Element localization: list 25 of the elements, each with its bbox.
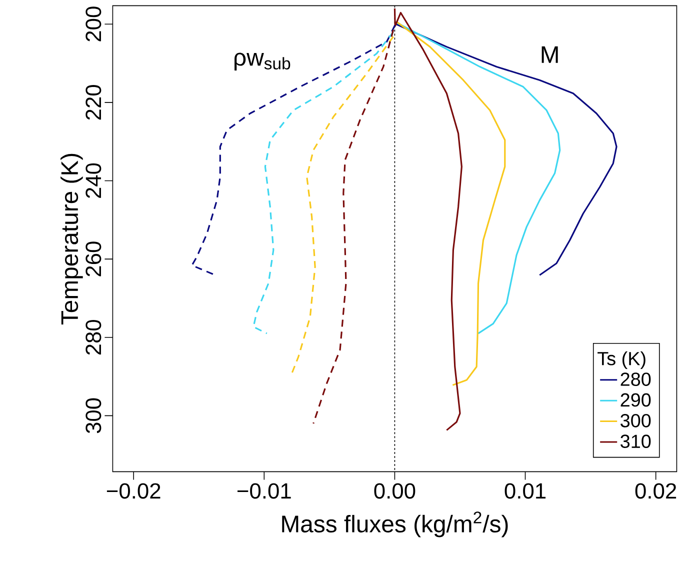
x-tick-label: −0.01 <box>238 483 291 499</box>
legend-title: Ts (K) <box>598 351 646 370</box>
line-series <box>312 29 394 424</box>
line-series <box>394 8 462 431</box>
x-tick-label: 0.00 <box>374 483 416 499</box>
annotation: M <box>542 46 558 63</box>
y-axis-title: Temperature (K) <box>60 154 83 325</box>
x-axis-title: Mass fluxes (kg/m$^{2}$/s) <box>282 512 508 538</box>
legend-label: 310 <box>620 434 651 448</box>
y-tick-label: 260 <box>86 242 102 276</box>
y-tick-label: 280 <box>86 320 102 355</box>
y-tick-label: 300 <box>86 398 102 434</box>
y-tick-label: 220 <box>86 85 102 120</box>
legend-label: 300 <box>620 414 651 428</box>
line-series <box>396 20 506 386</box>
x-tick-label: 0.01 <box>504 483 546 499</box>
legend-label: 290 <box>620 393 651 407</box>
line-series <box>394 20 561 334</box>
annotation: ρw$_{sub}$ <box>234 52 290 71</box>
x-tick-label: 0.02 <box>635 483 676 499</box>
legend-label: 280 <box>620 372 651 386</box>
x-tick-label: −0.02 <box>106 483 160 499</box>
y-tick-label: 240 <box>86 163 102 198</box>
line-series <box>291 36 394 374</box>
y-tick-label: 200 <box>86 6 102 42</box>
